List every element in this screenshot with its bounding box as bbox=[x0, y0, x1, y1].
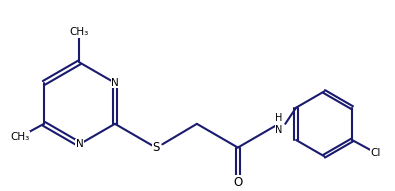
Text: CH₃: CH₃ bbox=[70, 27, 89, 37]
Text: H
N: H N bbox=[275, 113, 282, 135]
Text: N: N bbox=[75, 139, 83, 149]
Text: N: N bbox=[111, 78, 119, 88]
Text: O: O bbox=[233, 176, 243, 189]
Text: CH₃: CH₃ bbox=[11, 132, 30, 142]
Text: S: S bbox=[152, 141, 160, 154]
Text: Cl: Cl bbox=[371, 148, 381, 158]
